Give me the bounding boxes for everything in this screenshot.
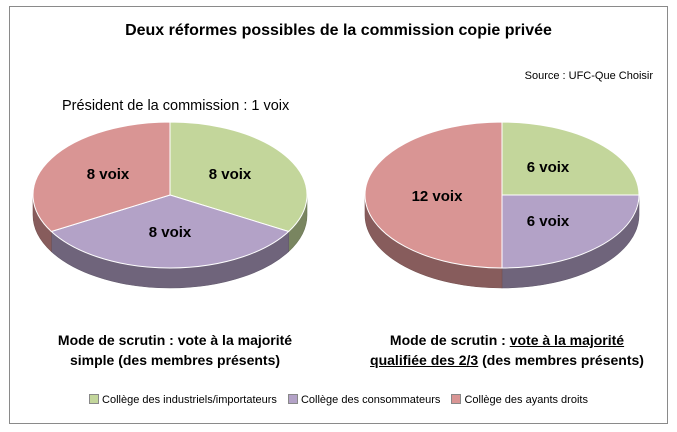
caption-left-rest: simple (des membres présents) bbox=[69, 352, 281, 368]
legend-item-industriels: Collège des industriels/importateurs bbox=[89, 394, 277, 406]
chart-title: Deux réformes possibles de la commission… bbox=[125, 22, 552, 39]
legend-label-ayants-droits: Collège des ayants droits bbox=[464, 394, 588, 406]
pie-2-label-industriels: 6 voix bbox=[527, 159, 570, 176]
source-note: Source : UFC-Que Choisir bbox=[524, 70, 653, 82]
pie-1-slice-industriels bbox=[169, 121, 308, 233]
legend-item-consommateurs: Collège des consommateurs bbox=[287, 394, 441, 406]
caption-left-prefix: Mode de scrutin : bbox=[57, 332, 178, 348]
pie-2-slice-consommateurs bbox=[501, 194, 640, 269]
pie-1: 8 voix 8 voix 8 voix bbox=[32, 121, 308, 289]
pie-2-slice-ayants_droits bbox=[364, 121, 503, 269]
pie-1-slice-ayants_droits bbox=[32, 121, 171, 233]
chart-frame bbox=[9, 6, 668, 424]
legend-swatch-consommateurs bbox=[287, 394, 298, 404]
caption-right: Mode de scrutin : vote à la majorité qua… bbox=[352, 330, 662, 370]
caption-right-rest: (des membres présents) bbox=[478, 352, 644, 368]
pie-1-slice-consommateurs bbox=[50, 194, 290, 269]
pie-1-label-ayants_droits: 8 voix bbox=[149, 224, 192, 241]
pie-1-label-consommateurs: 8 voix bbox=[209, 166, 252, 183]
pie-2: 6 voix 6 voix 12 voix bbox=[364, 121, 640, 289]
legend-item-ayants-droits: Collège des ayants droits bbox=[451, 394, 588, 406]
legend-label-industriels: Collège des industriels/importateurs bbox=[102, 394, 277, 406]
president-note: Président de la commission : 1 voix bbox=[62, 98, 290, 114]
caption-right-emphasis2: qualifiée des 2/3 bbox=[370, 352, 479, 368]
caption-right-prefix: Mode de scrutin : bbox=[389, 332, 510, 348]
legend-swatch-industriels bbox=[89, 394, 100, 404]
pie-2-label-ayants_droits: 12 voix bbox=[412, 188, 464, 205]
pie-2-label-consommateurs: 6 voix bbox=[527, 213, 570, 230]
pie-2-slice-industriels bbox=[501, 121, 640, 196]
caption-left: Mode de scrutin : vote à la majorité sim… bbox=[20, 330, 330, 370]
caption-left-emphasis: vote à la majorité bbox=[177, 332, 293, 348]
pie-1-label-industriels: 8 voix bbox=[87, 166, 130, 183]
caption-right-emphasis: vote à la majorité bbox=[509, 332, 625, 348]
legend-swatch-ayants-droits bbox=[451, 394, 462, 404]
legend-label-consommateurs: Collège des consommateurs bbox=[300, 394, 441, 406]
legend: Collège des industriels/importateurs Col… bbox=[0, 394, 677, 406]
